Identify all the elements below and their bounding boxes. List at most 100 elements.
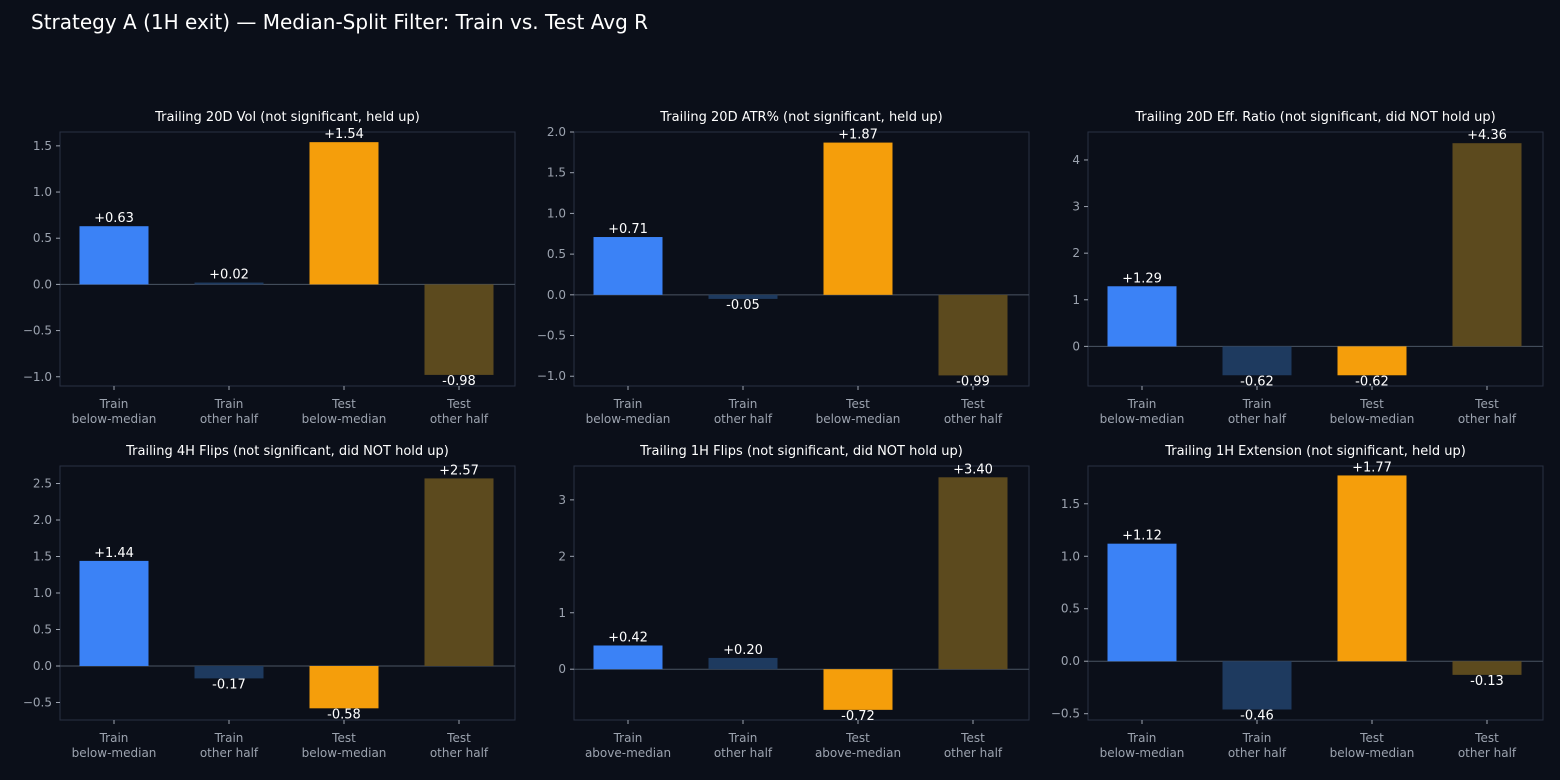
- bar-2[interactable]: [708, 294, 778, 299]
- x-tick-label: Train other half: [1228, 397, 1287, 426]
- x-tick-label: Test other half: [430, 397, 489, 426]
- x-tick-label: Test other half: [944, 731, 1003, 760]
- y-tick-label: 1.0: [1061, 549, 1080, 563]
- y-tick-label: 2.0: [547, 125, 566, 139]
- y-tick-label: 3: [558, 493, 566, 507]
- data-label: +1.12: [1122, 529, 1162, 544]
- data-label: +0.20: [723, 643, 763, 658]
- bar-4[interactable]: [424, 284, 494, 375]
- data-label: -0.13: [1470, 674, 1504, 689]
- data-label: +1.77: [1352, 460, 1392, 475]
- y-tick-label: 0: [558, 662, 566, 676]
- y-tick-label: 0.0: [33, 277, 52, 291]
- chart-panel-3: Trailing 20D Eff. Ratio (not significant…: [1072, 110, 1544, 426]
- y-tick-label: 0.5: [547, 247, 566, 261]
- data-label: +1.29: [1122, 271, 1162, 286]
- chart-panel-2: Trailing 20D ATR% (not significant, held…: [537, 110, 1030, 426]
- chart-panel-1: Trailing 20D Vol (not significant, held …: [23, 110, 516, 426]
- data-label: -0.46: [1240, 709, 1274, 724]
- bar-1[interactable]: [1107, 543, 1177, 662]
- y-tick-label: 0.0: [1061, 654, 1080, 668]
- x-tick-label: Test below-median: [816, 397, 901, 426]
- x-tick-label: Test below-median: [1330, 397, 1415, 426]
- bar-1[interactable]: [79, 560, 149, 666]
- y-tick-label: −0.5: [537, 329, 566, 343]
- y-tick-label: 1.5: [33, 550, 52, 564]
- data-label: +0.02: [209, 268, 249, 283]
- data-label: -0.99: [956, 374, 990, 389]
- chart-title: Trailing 20D Eff. Ratio (not significant…: [1134, 110, 1495, 125]
- data-label: +1.54: [324, 127, 364, 142]
- y-tick-label: −0.5: [1051, 707, 1080, 721]
- x-tick-label: Test other half: [1458, 731, 1517, 760]
- bar-4[interactable]: [424, 478, 494, 666]
- bar-4[interactable]: [1452, 143, 1522, 347]
- plot-frame: [59, 131, 516, 387]
- data-label: -0.62: [1355, 374, 1389, 389]
- bar-3[interactable]: [1337, 346, 1407, 376]
- chart-title: Trailing 20D ATR% (not significant, held…: [659, 110, 943, 125]
- bar-3[interactable]: [1337, 475, 1407, 662]
- y-tick-label: 0: [1072, 339, 1080, 353]
- x-tick-label: Train other half: [1228, 731, 1287, 760]
- plot-frame: [573, 131, 1030, 387]
- bar-2[interactable]: [1222, 661, 1292, 710]
- chart-panel-4: Trailing 4H Flips (not significant, did …: [23, 444, 516, 760]
- plot-frame: [1087, 131, 1544, 387]
- y-tick-label: −1.0: [537, 369, 566, 383]
- bar-1[interactable]: [79, 226, 149, 285]
- y-tick-label: 2.0: [33, 513, 52, 527]
- bar-4[interactable]: [938, 294, 1008, 376]
- bar-2[interactable]: [194, 282, 264, 285]
- y-tick-label: 3: [1072, 200, 1080, 214]
- data-label: -0.72: [841, 709, 875, 724]
- bar-3[interactable]: [823, 142, 893, 295]
- bar-3[interactable]: [823, 669, 893, 710]
- data-label: +0.71: [608, 222, 648, 237]
- plot-frame: [573, 465, 1030, 721]
- bar-1[interactable]: [593, 645, 663, 670]
- x-tick-label: Train other half: [200, 397, 259, 426]
- data-label: -0.58: [327, 707, 361, 722]
- figure-title: Strategy A (1H exit) — Median-Split Filt…: [31, 10, 649, 34]
- chart-title: Trailing 4H Flips (not significant, did …: [125, 444, 449, 459]
- y-tick-label: 2: [558, 549, 566, 563]
- x-tick-label: Test below-median: [1330, 731, 1415, 760]
- x-tick-label: Train other half: [714, 397, 773, 426]
- bar-2[interactable]: [708, 657, 778, 670]
- x-tick-label: Test above-median: [815, 731, 901, 760]
- y-tick-label: 4: [1072, 153, 1080, 167]
- data-label: -0.98: [442, 374, 476, 389]
- y-tick-label: 1.5: [547, 166, 566, 180]
- y-tick-label: −0.5: [23, 324, 52, 338]
- y-tick-label: 0.5: [1061, 602, 1080, 616]
- bar-1[interactable]: [1107, 286, 1177, 347]
- y-tick-label: 1.0: [33, 586, 52, 600]
- y-tick-label: −0.5: [23, 695, 52, 709]
- data-label: +0.42: [608, 630, 648, 645]
- data-label: +3.40: [953, 462, 993, 477]
- x-tick-label: Train below-median: [1100, 731, 1185, 760]
- chart-title: Trailing 1H Flips (not significant, did …: [639, 444, 963, 459]
- x-tick-label: Train below-median: [72, 397, 157, 426]
- y-tick-label: 0.0: [33, 659, 52, 673]
- data-label: +1.87: [838, 128, 878, 143]
- bar-1[interactable]: [593, 237, 663, 295]
- bar-2[interactable]: [1222, 346, 1292, 376]
- x-tick-label: Train below-median: [72, 731, 157, 760]
- y-tick-label: 1: [1072, 293, 1080, 307]
- y-tick-label: −1.0: [23, 370, 52, 384]
- x-tick-label: Test other half: [1458, 397, 1517, 426]
- y-tick-label: 1.5: [1061, 497, 1080, 511]
- bar-3[interactable]: [309, 665, 379, 709]
- bar-4[interactable]: [1452, 661, 1522, 675]
- y-tick-label: 1.5: [33, 139, 52, 153]
- x-tick-label: Train below-median: [1100, 397, 1185, 426]
- y-tick-label: 0.5: [33, 622, 52, 636]
- bar-2[interactable]: [194, 665, 264, 679]
- bar-4[interactable]: [938, 477, 1008, 670]
- bar-3[interactable]: [309, 142, 379, 285]
- y-tick-label: 0.5: [33, 231, 52, 245]
- x-tick-label: Train other half: [714, 731, 773, 760]
